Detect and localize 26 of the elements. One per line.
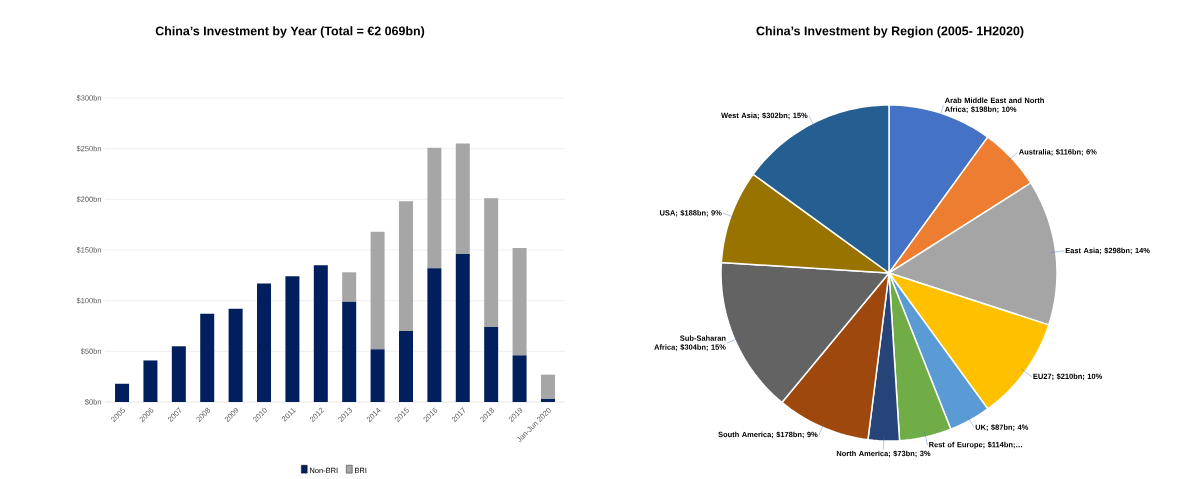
bar xyxy=(200,313,215,402)
bar xyxy=(398,331,413,402)
bar xyxy=(427,268,442,402)
bar xyxy=(512,247,527,356)
bar xyxy=(342,272,357,302)
bar xyxy=(455,254,470,402)
bar xyxy=(143,360,158,402)
bar xyxy=(455,143,470,255)
bar xyxy=(257,283,272,402)
bar xyxy=(512,355,527,402)
bar xyxy=(370,231,385,350)
chart-title: China’s Investment by Region (2005- 1H2020) xyxy=(756,26,1024,38)
bar xyxy=(484,198,499,328)
bar xyxy=(427,147,442,269)
bar xyxy=(285,276,300,402)
bar xyxy=(313,265,328,402)
bar xyxy=(370,349,385,402)
bar xyxy=(398,201,413,332)
bar xyxy=(228,308,243,402)
bar xyxy=(540,398,555,402)
bar xyxy=(540,374,555,399)
bar xyxy=(115,383,130,402)
chart-title: China’s Investment by Year (Total = €2 069bn) xyxy=(155,26,425,38)
bar xyxy=(342,301,357,402)
bar xyxy=(171,346,186,402)
bar xyxy=(484,327,499,402)
